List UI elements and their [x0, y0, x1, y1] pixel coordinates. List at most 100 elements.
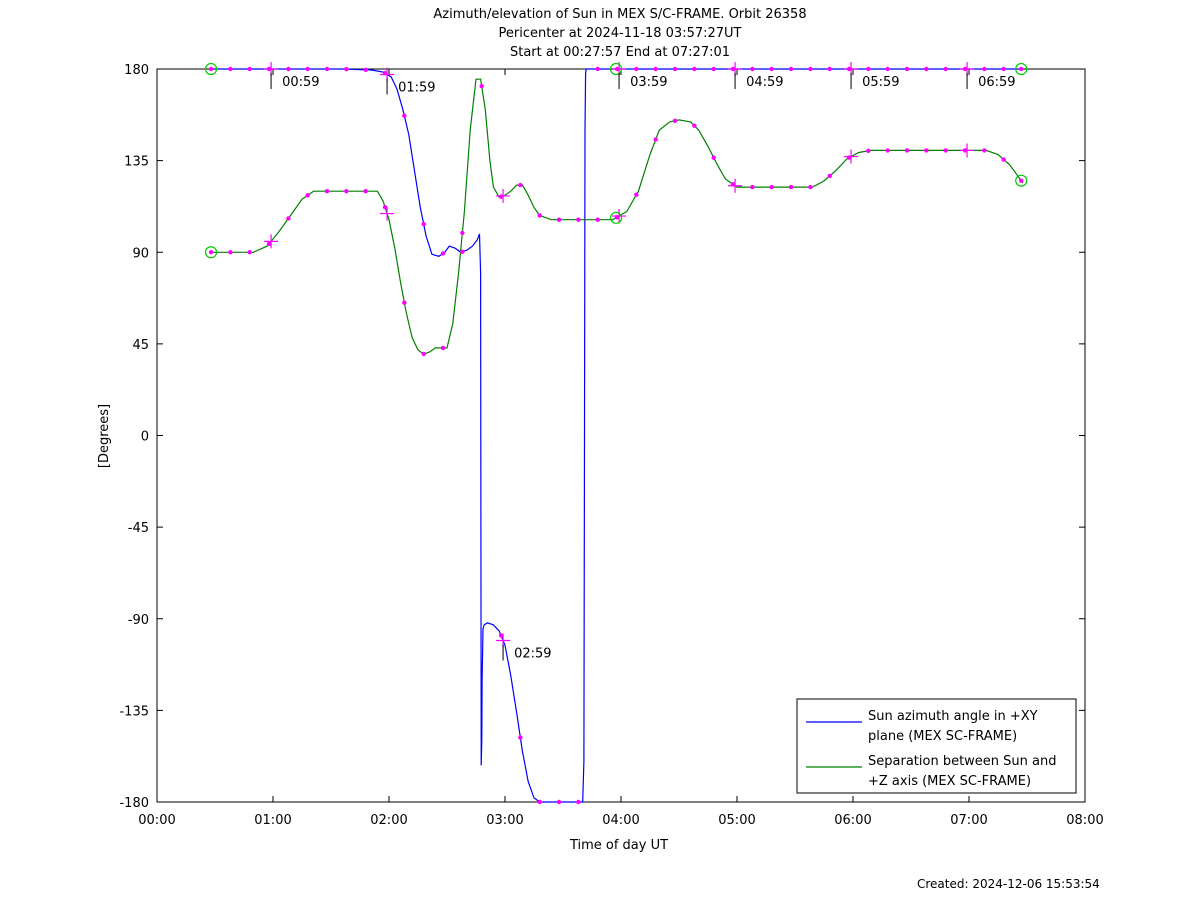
hour-marker-label: 06:59: [978, 75, 1015, 90]
separation-data-point: [382, 204, 388, 210]
separation-data-point: [750, 184, 755, 190]
azimuth-data-point: [904, 66, 910, 72]
separation-data-point: [866, 148, 871, 154]
y-tick-label: -90: [128, 613, 149, 628]
azimuth-data-point: [344, 66, 349, 72]
x-tick-label: 03:00: [486, 813, 523, 828]
pericenter-circle: [609, 62, 623, 76]
azimuth-data-point: [885, 66, 890, 72]
hour-marker-label: 02:59: [514, 646, 551, 661]
separation-data-point: [827, 173, 832, 179]
azimuth-data-point: [208, 66, 214, 72]
hour-marker-label: 05:59: [862, 75, 899, 90]
x-tick-label: 05:00: [718, 813, 755, 828]
azimuth-data-point: [692, 66, 697, 72]
azimuth-endpoint-circle: [1015, 62, 1028, 76]
separation-data-point: [479, 83, 484, 89]
azimuth-data-point: [498, 633, 504, 638]
azimuth-data-point: [363, 67, 368, 73]
hour-marker-label: 04:59: [746, 75, 783, 90]
separation-data-point: [692, 123, 697, 128]
legend-box: [796, 698, 1077, 794]
y-tick-label: 45: [132, 338, 149, 353]
separation-hour-cross: [496, 188, 511, 203]
separation-data-point: [402, 300, 407, 305]
separation-data-point: [518, 182, 523, 188]
separation-data-point: [1019, 178, 1024, 183]
azimuth-data-point: [808, 66, 813, 72]
chart-subtitle-range: Start at 00:27:57 End at 07:27:01: [509, 45, 731, 60]
separation-hour-cross: [844, 149, 859, 164]
azimuth-data-point: [827, 66, 832, 72]
plot-frame: [156, 68, 1086, 803]
azimuth-data-point: [556, 799, 562, 805]
separation-data-point: [363, 188, 368, 194]
separation-data-point: [982, 148, 987, 153]
x-axis-label: Time of day UT: [569, 838, 668, 853]
azimuth-data-point: [1019, 66, 1024, 72]
azimuth-series-line: [211, 68, 1023, 803]
azimuth-data-point: [711, 66, 716, 72]
azimuth-data-point: [421, 221, 426, 227]
azimuth-data-point: [518, 735, 523, 740]
separation-data-point: [904, 148, 910, 153]
y-axis-label: [Degrees]: [97, 404, 112, 468]
separation-data-point: [885, 148, 890, 153]
x-tick-label: 00:00: [138, 813, 175, 828]
separation-data-point: [788, 184, 794, 190]
x-tick-label: 06:00: [834, 813, 871, 828]
azimuth-data-point: [305, 66, 310, 72]
separation-data-point: [595, 217, 600, 222]
separation-hour-cross: [728, 178, 743, 193]
y-tick-label: 135: [124, 155, 149, 170]
separation-data-point: [305, 193, 310, 198]
y-tick-label: 90: [132, 246, 149, 261]
azimuth-data-point: [788, 66, 794, 72]
y-tick-label: 0: [141, 430, 149, 445]
azimuth-data-point: [576, 799, 581, 805]
azimuth-endpoint-circle: [204, 62, 218, 76]
azimuth-data-point: [1001, 66, 1006, 72]
separation-data-point: [653, 137, 658, 142]
separation-data-point: [924, 148, 929, 153]
separation-endpoint-circle: [204, 246, 218, 259]
x-tick-label: 04:00: [602, 813, 639, 828]
separation-data-point: [672, 118, 678, 123]
separation-data-point: [286, 216, 291, 221]
created-timestamp: Created: 2024-12-06 15:53:54: [917, 877, 1100, 891]
separation-data-point: [460, 230, 465, 236]
legend-label: plane (MEX SC-FRAME): [868, 729, 1017, 744]
separation-data-point: [440, 345, 446, 351]
x-tick-label: 02:00: [370, 813, 407, 828]
azimuth-data-point: [634, 66, 639, 72]
separation-data-point: [576, 217, 581, 222]
pericenter-circle: [609, 211, 623, 224]
separation-data-point: [344, 188, 349, 194]
separation-hour-cross: [380, 206, 395, 221]
azimuth-data-point: [982, 66, 987, 72]
hour-marker-label: 01:59: [398, 80, 435, 95]
azimuth-data-point: [750, 66, 755, 72]
azimuth-data-point: [324, 66, 330, 72]
separation-data-point: [324, 188, 330, 194]
y-tick-label: -45: [128, 521, 149, 536]
hour-marker-label: 00:59: [282, 75, 319, 90]
separation-hour-cross: [264, 234, 279, 249]
separation-data-point: [556, 217, 562, 222]
separation-data-point: [769, 184, 774, 190]
azimuth-data-point: [653, 66, 658, 72]
separation-hour-cross: [612, 209, 627, 224]
y-tick-label: -135: [119, 704, 149, 719]
azimuth-data-point: [924, 66, 929, 72]
separation-data-point: [537, 213, 542, 218]
azimuth-data-point: [402, 113, 407, 119]
x-tick-label: 07:00: [950, 813, 987, 828]
separation-data-point: [208, 250, 214, 255]
separation-data-point: [1001, 157, 1006, 162]
azimuth-data-point: [228, 66, 233, 72]
azimuth-data-point: [672, 66, 678, 72]
azimuth-data-point: [943, 66, 948, 72]
hour-marker-label: 03:59: [630, 75, 667, 90]
azimuth-data-point: [286, 66, 291, 72]
legend-label: Separation between Sun and: [868, 754, 1056, 769]
